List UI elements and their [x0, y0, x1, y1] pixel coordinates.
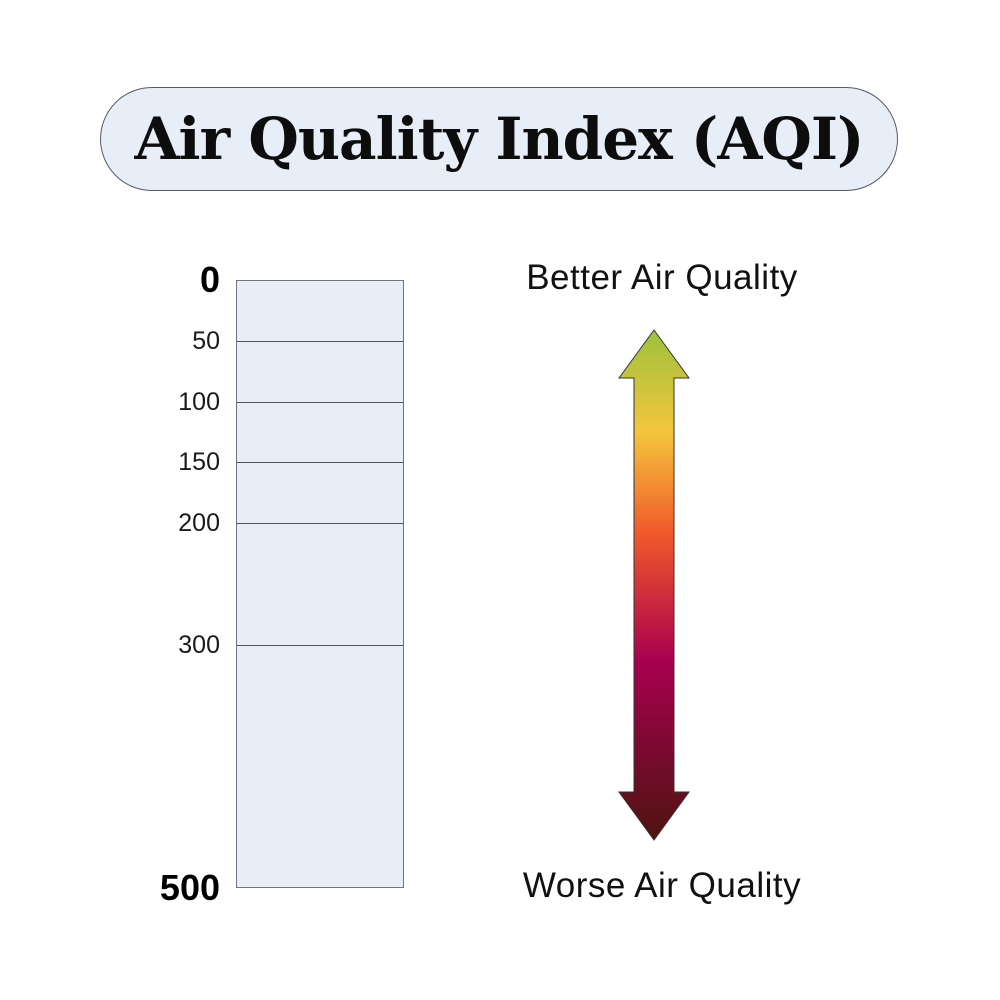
better-air-quality-label: Better Air Quality	[526, 258, 798, 297]
aqi-scale-bar	[236, 280, 404, 888]
scale-divider-150	[237, 462, 403, 464]
page-title: Air Quality Index (AQI)	[134, 105, 865, 173]
tick-label-100: 100	[178, 387, 220, 416]
tick-label-150: 150	[178, 448, 220, 477]
quality-gradient-arrow	[618, 329, 690, 841]
double-arrow-icon	[618, 329, 690, 841]
tick-label-300: 300	[178, 630, 220, 659]
scale-divider-100	[237, 401, 403, 403]
scale-divider-200	[237, 523, 403, 525]
tick-label-500: 500	[159, 867, 220, 908]
worse-air-quality-label: Worse Air Quality	[522, 866, 802, 905]
tick-label-200: 200	[178, 509, 220, 538]
title-banner: Air Quality Index (AQI)	[100, 87, 898, 191]
tick-label-0: 0	[199, 259, 220, 300]
tick-label-50: 50	[192, 326, 220, 355]
scale-divider-300	[237, 644, 403, 646]
scale-divider-50	[237, 340, 403, 342]
